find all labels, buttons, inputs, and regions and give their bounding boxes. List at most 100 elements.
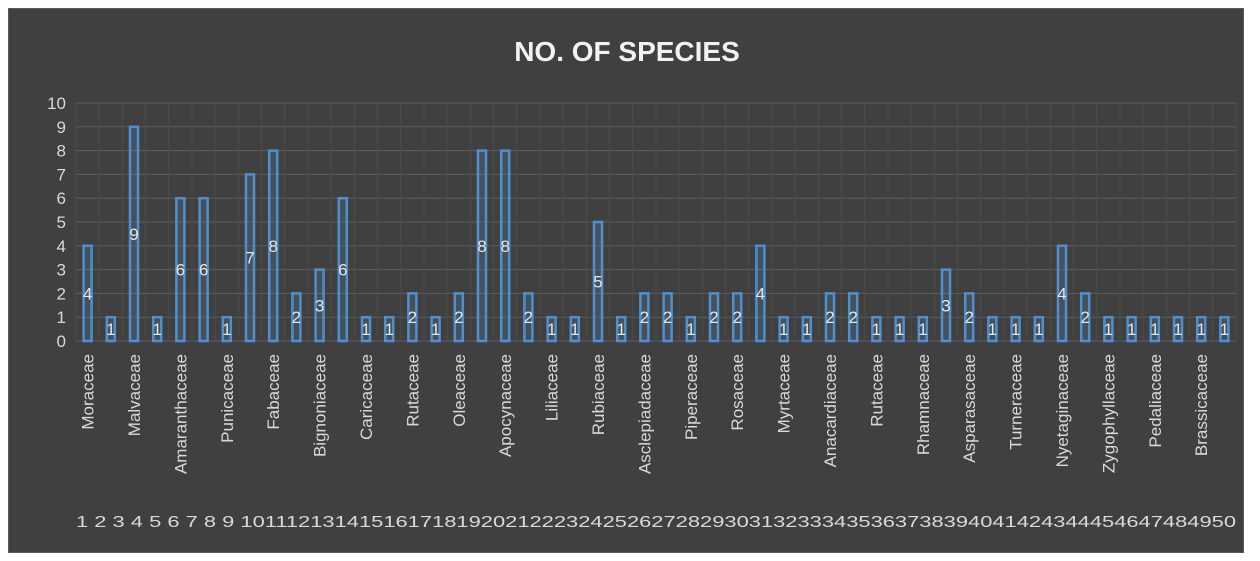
bar-3 xyxy=(128,125,140,343)
bar-45 xyxy=(1103,315,1114,343)
data-label-15: 2 xyxy=(408,308,417,327)
y-tick-label: 6 xyxy=(57,189,66,208)
family-label: Rubiaceae xyxy=(589,354,608,435)
data-label-16: 1 xyxy=(431,320,440,339)
data-label-49: 1 xyxy=(1196,320,1205,339)
data-label-25: 2 xyxy=(640,308,649,327)
family-label: Anacardiaceae xyxy=(821,354,840,467)
data-label-7: 1 xyxy=(222,320,231,339)
data-label-47: 1 xyxy=(1150,320,1159,339)
bar-31 xyxy=(778,315,789,343)
bar-47 xyxy=(1149,315,1161,343)
data-label-6: 6 xyxy=(199,261,208,280)
bar-22 xyxy=(569,315,581,343)
bar-12 xyxy=(337,196,349,343)
data-label-36: 1 xyxy=(895,320,904,339)
data-label-21: 1 xyxy=(547,320,556,339)
bar-18 xyxy=(476,149,488,343)
bar-19 xyxy=(499,149,511,343)
family-labels: Moraceae Malvaceae Amaranthaceae Punicaceae… xyxy=(79,354,1212,474)
family-label: Bignoniaceae xyxy=(311,354,330,457)
family-label: Rosaceae xyxy=(728,354,747,431)
family-label: Liliaceae xyxy=(543,354,562,421)
bar-49 xyxy=(1195,315,1207,343)
data-label-48: 1 xyxy=(1173,320,1182,339)
bar-36 xyxy=(894,315,905,343)
bar-8 xyxy=(244,173,256,343)
bars xyxy=(82,125,1230,343)
family-label: Rutaceae xyxy=(867,354,886,427)
bar-46 xyxy=(1126,315,1137,343)
data-label-31: 1 xyxy=(779,320,788,339)
bar-25 xyxy=(639,292,650,343)
bar-27 xyxy=(685,315,697,343)
data-label-30: 4 xyxy=(756,284,765,303)
family-label: Turneraceae xyxy=(1007,354,1026,450)
data-label-5: 6 xyxy=(176,261,185,280)
bar-15 xyxy=(407,292,418,343)
bar-21 xyxy=(546,315,557,343)
y-axis: 0 1 2 3 4 5 6 7 8 9 10 xyxy=(47,94,66,351)
data-label-1: 4 xyxy=(83,284,92,303)
bar-16 xyxy=(430,315,441,343)
data-label-40: 1 xyxy=(988,320,997,339)
bar-7 xyxy=(221,315,233,343)
data-label-17: 2 xyxy=(454,308,463,327)
y-tick-label: 3 xyxy=(57,261,66,280)
family-label: Punicaceae xyxy=(218,354,237,443)
data-label-29: 2 xyxy=(732,308,741,327)
bar-20 xyxy=(523,292,534,343)
bar-4 xyxy=(151,315,163,343)
bar-32 xyxy=(801,315,813,343)
bar-39 xyxy=(963,292,975,343)
y-tick-label: 9 xyxy=(57,118,66,137)
bar-43 xyxy=(1056,244,1068,343)
data-label-11: 3 xyxy=(315,296,324,315)
bar-37 xyxy=(917,315,929,343)
data-label-32: 1 xyxy=(802,320,811,339)
y-tick-label: 10 xyxy=(47,94,66,113)
data-label-13: 1 xyxy=(361,320,370,339)
y-tick-label: 4 xyxy=(57,237,66,256)
data-label-33: 2 xyxy=(825,308,834,327)
data-label-46: 1 xyxy=(1127,320,1136,339)
bar-29 xyxy=(731,292,743,343)
family-label: Oleaceae xyxy=(450,354,469,427)
bar-34 xyxy=(847,292,859,343)
family-label: Malvaceae xyxy=(125,354,144,436)
family-label: Caricaceae xyxy=(357,354,376,440)
bar-40 xyxy=(987,315,998,343)
family-label: Myrtaceae xyxy=(775,354,794,433)
family-label: Brassicaceae xyxy=(1192,354,1211,456)
bar-24 xyxy=(615,315,627,343)
bar-26 xyxy=(662,292,673,343)
bar-14 xyxy=(383,315,395,343)
data-label-34: 2 xyxy=(848,308,857,327)
data-label-19: 8 xyxy=(500,237,509,256)
family-label: Moraceae xyxy=(79,354,98,430)
family-label: Zygophyllaceae xyxy=(1099,354,1118,473)
y-tick-label: 0 xyxy=(57,332,66,351)
bar-17 xyxy=(453,292,465,343)
data-label-43: 4 xyxy=(1057,284,1066,303)
bar-38 xyxy=(940,268,952,343)
data-label-4: 1 xyxy=(152,320,161,339)
data-label-14: 1 xyxy=(384,320,393,339)
y-tick-label: 1 xyxy=(57,308,66,327)
data-label-41: 1 xyxy=(1011,320,1020,339)
data-label-27: 1 xyxy=(686,320,695,339)
bar-44 xyxy=(1079,292,1091,343)
bar-41 xyxy=(1010,315,1021,343)
data-label-12: 6 xyxy=(338,261,347,280)
y-tick-label: 5 xyxy=(57,213,66,232)
data-label-39: 2 xyxy=(964,308,973,327)
data-label-45: 1 xyxy=(1104,320,1113,339)
bar-2 xyxy=(105,315,117,343)
data-label-22: 1 xyxy=(570,320,579,339)
bar-48 xyxy=(1172,315,1184,343)
data-label-8: 7 xyxy=(245,249,254,268)
family-label: Amaranthaceae xyxy=(171,354,190,474)
bar-33 xyxy=(824,292,836,343)
bar-6 xyxy=(198,196,209,343)
